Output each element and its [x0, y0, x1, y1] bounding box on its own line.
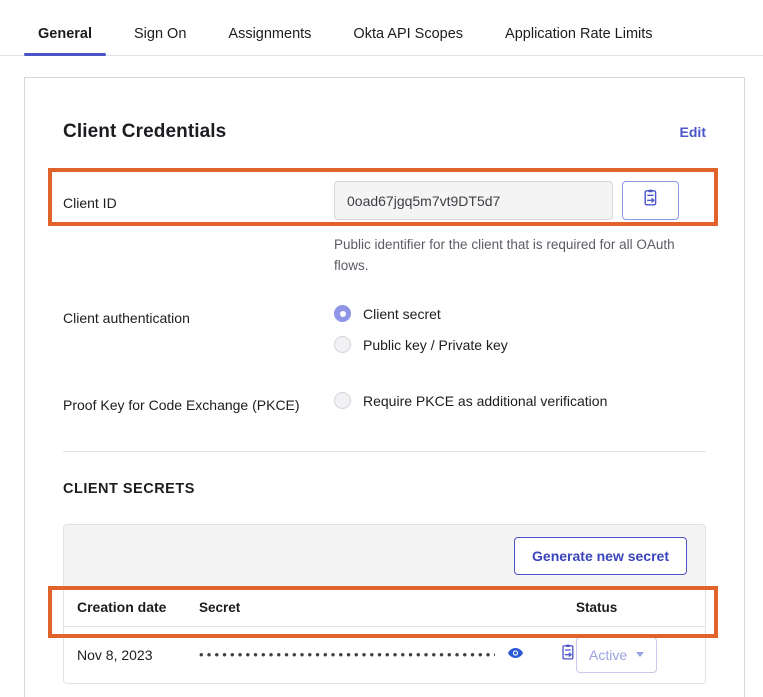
- client-secrets-panel: Generate new secret Creation date Secret…: [63, 523, 706, 684]
- client-authentication-label: Client authentication: [63, 309, 190, 326]
- secrets-toolbar: Generate new secret: [64, 524, 705, 589]
- require-pkce-label: Require PKCE as additional verification: [363, 392, 608, 409]
- client-id-row: Client ID 0oad67jgq5m7vt9DT5d7: [63, 173, 706, 228]
- tab-application-rate-limits[interactable]: Application Rate Limits: [505, 25, 653, 42]
- edit-link[interactable]: Edit: [679, 124, 706, 140]
- section-divider: [63, 450, 706, 452]
- tab-okta-api-scopes[interactable]: Okta API Scopes: [353, 25, 464, 42]
- radio-client-secret[interactable]: Client secret: [334, 302, 706, 326]
- client-id-helper-row: Public identifier for the client that is…: [63, 228, 706, 277]
- radio-public-private-key[interactable]: Public key / Private key: [334, 333, 706, 357]
- column-header-creation-date: Creation date: [77, 599, 167, 616]
- status-badge: Active: [589, 646, 628, 663]
- client-credentials-card: Client Credentials Edit Client ID 0oad67…: [24, 77, 745, 697]
- secret-masked-value: ••••••••••••••••••••••••••••••••••••••••…: [199, 648, 495, 662]
- client-id-helper-text: Public identifier for the client that is…: [334, 237, 675, 273]
- radio-public-private-key-label: Public key / Private key: [363, 336, 508, 353]
- table-row: Nov 8, 2023 ••••••••••••••••••••••••••••…: [64, 627, 705, 683]
- radio-client-secret-label: Client secret: [363, 305, 441, 322]
- client-id-label: Client ID: [63, 195, 117, 212]
- column-header-secret: Secret: [199, 599, 241, 615]
- client-authentication-row: Client authentication Client secret Publ…: [63, 302, 706, 364]
- clipboard-copy-icon: [560, 644, 576, 666]
- copy-secret-button[interactable]: [560, 644, 576, 666]
- pkce-label: Proof Key for Code Exchange (PKCE): [63, 396, 300, 413]
- checkbox-require-pkce[interactable]: Require PKCE as additional verification: [334, 389, 706, 413]
- radio-unselected-icon: [334, 336, 351, 354]
- tab-sign-on[interactable]: Sign On: [134, 25, 187, 42]
- client-secrets-section-title: CLIENT SECRETS: [63, 480, 195, 497]
- chevron-down-icon: [636, 652, 645, 658]
- card-header: Client Credentials Edit: [63, 78, 706, 143]
- secret-status-dropdown[interactable]: Active: [576, 636, 658, 673]
- pkce-row: Proof Key for Code Exchange (PKCE) Requi…: [63, 389, 706, 420]
- tab-general[interactable]: General: [24, 26, 106, 56]
- secrets-table-header: Creation date Secret Status: [64, 589, 705, 627]
- tab-assignments[interactable]: Assignments: [228, 25, 312, 42]
- client-id-input[interactable]: 0oad67jgq5m7vt9DT5d7: [334, 181, 613, 220]
- radio-selected-icon: [334, 305, 351, 323]
- column-header-status: Status: [576, 599, 618, 615]
- reveal-secret-button[interactable]: [507, 646, 524, 664]
- generate-new-secret-button[interactable]: Generate new secret: [514, 537, 687, 576]
- secret-creation-date: Nov 8, 2023: [77, 646, 153, 663]
- page-title: Client Credentials: [63, 121, 227, 142]
- clipboard-copy-icon: [642, 189, 659, 212]
- eye-icon: [507, 646, 524, 664]
- checkbox-unchecked-icon: [334, 392, 351, 410]
- app-tab-bar: General Sign On Assignments Okta API Sco…: [0, 0, 763, 56]
- copy-client-id-button[interactable]: [622, 181, 679, 220]
